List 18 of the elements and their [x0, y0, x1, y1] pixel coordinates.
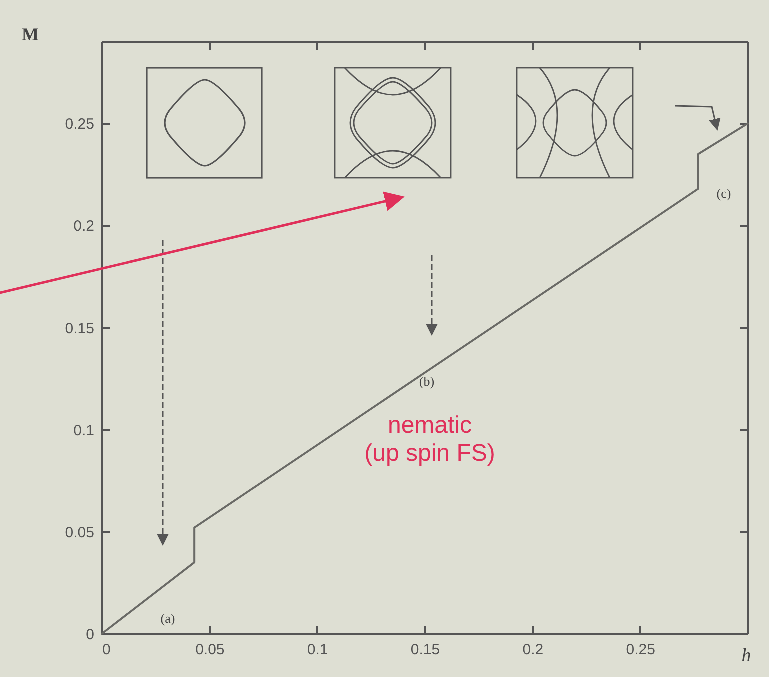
- y-tick-label: 0.1: [74, 422, 94, 440]
- x-tick-label: 0.25: [626, 642, 656, 658]
- y-tick-label: 0.15: [65, 320, 94, 338]
- x-tick-label: 0.1: [307, 642, 328, 658]
- y-tick-label: 0.05: [65, 524, 94, 542]
- annotation: nematic (up spin FS): [364, 412, 496, 467]
- annotation: (c): [716, 186, 732, 201]
- y-tick-label: 0.25: [65, 116, 94, 134]
- x-tick-label: 0.2: [522, 642, 544, 658]
- y-tick-label: 0.2: [74, 218, 94, 236]
- y-tick-label: 0: [86, 626, 94, 644]
- x-tick-label: 0: [102, 642, 111, 658]
- x-axis-title: h: [742, 646, 752, 666]
- annotation: (a): [160, 611, 176, 626]
- annotation: (b): [419, 374, 435, 389]
- y-axis-title: M: [22, 24, 39, 44]
- x-tick-label: 0.05: [196, 642, 225, 658]
- x-tick-label: 0.15: [410, 642, 440, 658]
